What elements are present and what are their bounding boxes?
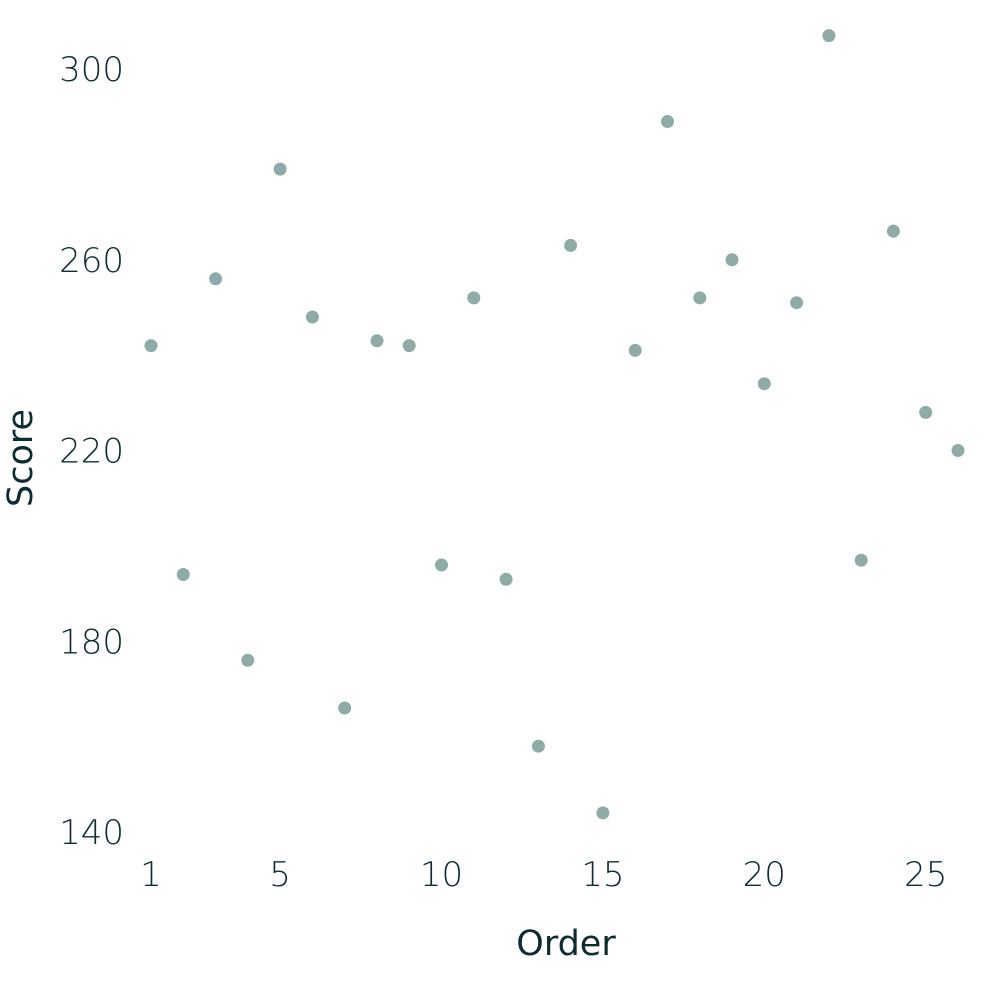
data-point (402, 339, 416, 353)
data-point (370, 334, 384, 348)
y-tick-label: 180 (59, 622, 124, 662)
x-axis-ticks: 1 5 10 15 20 25 (140, 855, 947, 895)
data-point (338, 701, 352, 715)
x-tick-label: 20 (743, 855, 786, 895)
x-tick-label: 10 (420, 855, 463, 895)
x-tick-label: 25 (904, 855, 947, 895)
data-point (596, 806, 610, 820)
data-point (564, 238, 578, 252)
data-point (209, 272, 223, 286)
data-point (273, 162, 287, 176)
x-axis-title: Order (516, 924, 616, 964)
data-point (854, 553, 868, 567)
data-point (176, 568, 190, 581)
data-point (144, 339, 158, 353)
data-point (628, 343, 642, 357)
y-tick-label: 220 (59, 432, 124, 472)
data-point (531, 739, 545, 753)
data-point (467, 291, 481, 305)
x-tick-label: 1 (140, 855, 162, 895)
data-point (499, 572, 513, 586)
x-tick-label: 15 (581, 855, 624, 895)
data-point (241, 653, 255, 667)
data-point (693, 291, 707, 305)
data-point (886, 224, 900, 238)
data-point (951, 444, 965, 457)
data-point (757, 377, 771, 391)
data-point (919, 405, 933, 419)
data-point (725, 253, 739, 267)
data-point (790, 296, 804, 310)
y-tick-label: 140 (59, 813, 124, 853)
y-axis-title: Score (1, 409, 41, 507)
data-point (822, 29, 836, 43)
y-axis-ticks: 140 180 220 260 300 (59, 50, 124, 853)
data-point (435, 558, 448, 572)
y-tick-label: 260 (59, 241, 124, 281)
y-tick-label: 300 (59, 50, 124, 90)
data-point (661, 115, 674, 128)
points-layer (144, 29, 965, 820)
x-tick-label: 5 (269, 855, 291, 895)
data-point (305, 310, 319, 324)
